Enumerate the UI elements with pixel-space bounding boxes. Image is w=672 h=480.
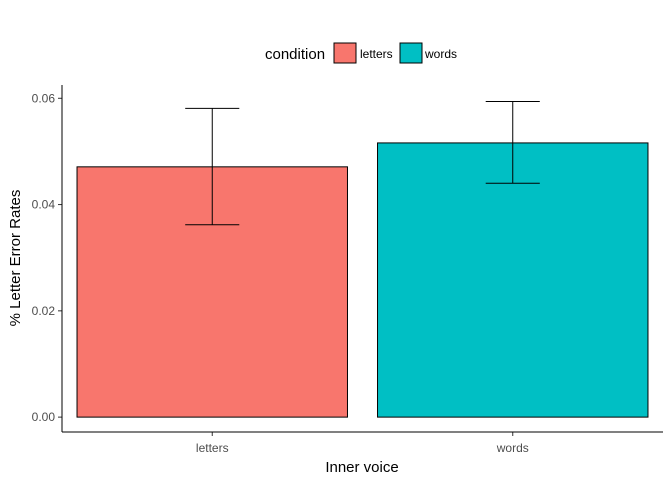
legend-swatch-words	[399, 42, 423, 64]
legend-title: condition	[265, 46, 325, 63]
y-tick-label: 0.02	[32, 304, 56, 318]
bar-words	[377, 142, 649, 418]
legend-label-letters: letters	[360, 47, 393, 61]
x-tick-label-letters: letters	[196, 441, 229, 455]
x-tick-label-words: words	[496, 441, 529, 455]
legend: condition letters words	[265, 42, 457, 64]
y-tick-label: 0.04	[32, 198, 56, 212]
y-axis-title: % Letter Error Rates	[7, 190, 24, 327]
y-tick-label: 0.00	[32, 410, 56, 424]
x-axis-title: Inner voice	[325, 459, 398, 476]
legend-label-words: words	[424, 47, 457, 61]
y-tick-label: 0.06	[32, 91, 56, 105]
legend-swatch-letters	[333, 42, 357, 64]
